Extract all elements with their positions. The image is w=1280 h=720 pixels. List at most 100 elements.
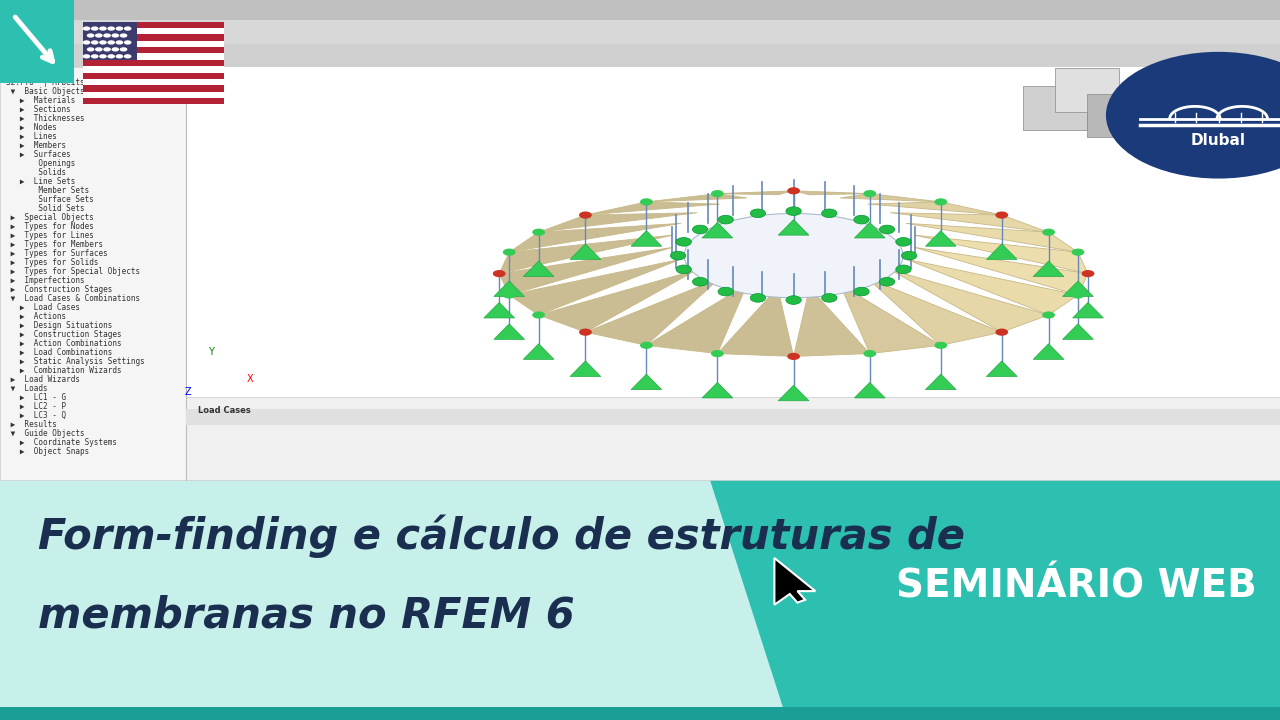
Circle shape xyxy=(120,48,128,52)
Circle shape xyxy=(115,40,123,45)
Bar xyxy=(0,20,1280,43)
Text: ▶  Combination Wizards: ▶ Combination Wizards xyxy=(6,366,122,374)
Polygon shape xyxy=(646,284,748,354)
Text: Form-finding e cálculo de estruturas de: Form-finding e cálculo de estruturas de xyxy=(38,515,965,558)
Text: ▶  Sections: ▶ Sections xyxy=(6,104,72,114)
Polygon shape xyxy=(509,223,681,252)
Circle shape xyxy=(115,54,123,58)
Circle shape xyxy=(1042,311,1055,318)
Polygon shape xyxy=(1073,302,1103,318)
Polygon shape xyxy=(914,235,1088,274)
Bar xyxy=(83,66,224,73)
Polygon shape xyxy=(646,194,748,202)
Text: ▶  Types for Surfaces: ▶ Types for Surfaces xyxy=(6,249,108,258)
Polygon shape xyxy=(855,222,886,238)
Polygon shape xyxy=(925,374,956,390)
Polygon shape xyxy=(701,222,732,238)
Polygon shape xyxy=(794,287,870,356)
Text: Member Sets: Member Sets xyxy=(6,186,90,194)
Text: X: X xyxy=(247,374,253,384)
Bar xyxy=(83,28,224,35)
Bar xyxy=(186,409,1280,425)
Polygon shape xyxy=(1062,324,1093,339)
Text: ▶  Action Combinations: ▶ Action Combinations xyxy=(6,339,122,348)
Circle shape xyxy=(120,33,128,37)
Bar xyxy=(83,73,224,79)
Polygon shape xyxy=(855,382,886,398)
Polygon shape xyxy=(539,270,698,332)
Bar xyxy=(0,0,1280,20)
Text: Y: Y xyxy=(209,347,214,357)
Polygon shape xyxy=(499,235,673,274)
Polygon shape xyxy=(925,230,956,246)
Ellipse shape xyxy=(684,213,904,298)
Circle shape xyxy=(124,27,132,31)
Circle shape xyxy=(896,238,911,246)
Circle shape xyxy=(879,225,895,234)
Polygon shape xyxy=(840,284,941,354)
Text: ▶  Actions: ▶ Actions xyxy=(6,312,67,321)
Text: ▶  Thicknesses: ▶ Thicknesses xyxy=(6,114,84,122)
Circle shape xyxy=(822,294,837,302)
Circle shape xyxy=(95,33,102,37)
Bar xyxy=(83,60,224,66)
Circle shape xyxy=(87,33,95,37)
Bar xyxy=(186,67,1280,397)
Circle shape xyxy=(104,48,111,52)
Polygon shape xyxy=(509,259,681,315)
Bar xyxy=(83,53,224,60)
Polygon shape xyxy=(710,480,1280,720)
Bar xyxy=(0,0,74,83)
Bar xyxy=(0,43,1280,67)
Text: Surface Sets: Surface Sets xyxy=(6,194,95,204)
Polygon shape xyxy=(494,324,525,339)
Bar xyxy=(1055,68,1119,112)
Polygon shape xyxy=(585,279,719,346)
Text: ▶  Line Sets: ▶ Line Sets xyxy=(6,176,76,186)
Circle shape xyxy=(879,277,895,286)
Polygon shape xyxy=(701,382,732,398)
Bar xyxy=(1023,86,1087,130)
Bar xyxy=(83,79,224,85)
Circle shape xyxy=(111,48,119,52)
Circle shape xyxy=(95,48,102,52)
Circle shape xyxy=(108,54,115,58)
Bar xyxy=(83,35,224,41)
Circle shape xyxy=(115,27,123,31)
Text: ▶  Materials: ▶ Materials xyxy=(6,96,76,104)
Circle shape xyxy=(83,40,91,45)
Circle shape xyxy=(111,33,119,37)
Text: ▶  Types for Nodes: ▶ Types for Nodes xyxy=(6,222,95,230)
Text: ▼  Guide Objects: ▼ Guide Objects xyxy=(6,429,84,438)
Text: ▶  Static Analysis Settings: ▶ Static Analysis Settings xyxy=(6,357,145,366)
Polygon shape xyxy=(778,385,809,401)
Text: ▶  Types for Members: ▶ Types for Members xyxy=(6,240,104,248)
Text: ▶  LC1 - G: ▶ LC1 - G xyxy=(6,393,67,402)
Bar xyxy=(83,91,224,98)
Text: ▼  Basic Objects: ▼ Basic Objects xyxy=(6,86,84,96)
Text: ▶  Load Combinations: ▶ Load Combinations xyxy=(6,348,113,356)
Text: ▶  Object Snaps: ▶ Object Snaps xyxy=(6,446,90,456)
Circle shape xyxy=(104,33,111,37)
Text: Solids: Solids xyxy=(6,168,67,176)
Text: ▶  Lines: ▶ Lines xyxy=(6,132,58,141)
Text: ▶  Load Cases: ▶ Load Cases xyxy=(6,302,81,312)
Bar xyxy=(83,41,224,47)
Text: ▶  Types for Special Objects: ▶ Types for Special Objects xyxy=(6,267,141,276)
Circle shape xyxy=(692,277,708,286)
Circle shape xyxy=(91,27,99,31)
Circle shape xyxy=(1106,52,1280,179)
Circle shape xyxy=(864,190,877,197)
Circle shape xyxy=(99,54,106,58)
Polygon shape xyxy=(868,279,1002,346)
Text: ▶  Construction Stages: ▶ Construction Stages xyxy=(6,284,113,294)
Text: ▶  Types for Lines: ▶ Types for Lines xyxy=(6,230,95,240)
Text: ▶  LC3 - Q: ▶ LC3 - Q xyxy=(6,410,67,420)
Polygon shape xyxy=(987,361,1018,377)
Text: ▶  Construction Stages: ▶ Construction Stages xyxy=(6,330,122,338)
Circle shape xyxy=(87,48,95,52)
Polygon shape xyxy=(499,247,673,295)
Text: ▶  Special Objects: ▶ Special Objects xyxy=(6,213,95,222)
Circle shape xyxy=(108,27,115,31)
Polygon shape xyxy=(906,259,1078,315)
